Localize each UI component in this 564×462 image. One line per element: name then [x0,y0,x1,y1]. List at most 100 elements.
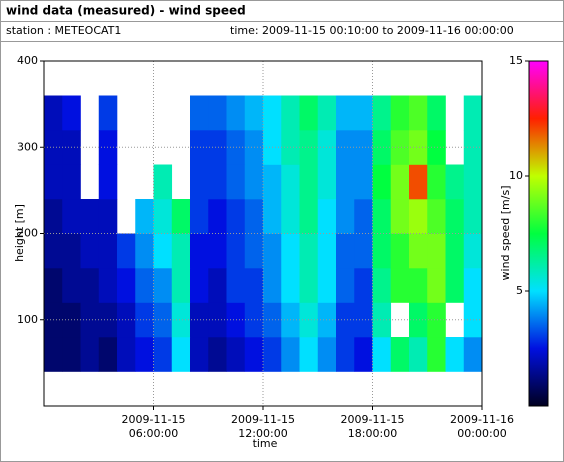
heatmap-cell [171,302,191,338]
colorbar-tick-label: 5 [516,284,523,297]
y-tick-label: 200 [17,227,38,240]
heatmap-cell [226,95,246,131]
heatmap-cell [445,268,465,303]
heatmap-cell [463,268,483,303]
heatmap-cell [336,95,355,131]
heatmap-cell [299,337,319,372]
heatmap-cell [190,130,209,165]
heatmap-cell [354,164,373,200]
heatmap-cell [463,95,483,131]
heatmap-cell [354,233,373,269]
heatmap-cell [153,337,173,372]
heatmap-cell [281,164,300,200]
heatmap-cell [427,337,446,372]
heatmap-cell [427,233,446,269]
heatmap-cell [263,268,282,303]
heatmap-cell [244,95,264,131]
heatmap-cell [354,302,373,338]
heatmap-cell [336,302,355,338]
heatmap-cell [263,337,282,372]
heatmap-cell [372,302,392,338]
heatmap-cell [62,337,81,372]
heatmap-cell [208,130,227,165]
heatmap-cell [390,233,410,269]
y-axis-title: height [m] [13,204,26,262]
heatmap-cell [226,302,246,338]
heatmap-cell [244,199,264,234]
heatmap-cell [44,233,63,269]
heatmap-cell [171,199,191,234]
heatmap-cell [226,233,246,269]
heatmap-cell [135,268,154,303]
heatmap-cell [390,130,410,165]
heatmap-cell [62,268,81,303]
heatmap-cell [244,164,264,200]
heatmap-cell [244,337,264,372]
x-tick-label: 2009-11-15 12:00:00 [231,413,295,440]
title: wind data (measured) - wind speed [6,4,246,18]
heatmap-cell [445,233,465,269]
heatmap-cell [281,337,300,372]
x-tick-label: 2009-11-16 00:00:00 [450,413,514,440]
heatmap-cell [390,199,410,234]
colorbar-tick-label: 10 [509,169,523,182]
x-tick-label: 2009-11-15 06:00:00 [122,413,186,440]
heatmap-cell [226,164,246,200]
heatmap-cell [409,164,428,200]
heatmap-cell [98,95,118,131]
heatmap-cell [354,268,373,303]
heatmap-cell [208,164,227,200]
heatmap-cell [390,164,410,200]
heatmap-cell [208,302,227,338]
heatmap-cell [98,164,118,200]
heatmap-cell [336,199,355,234]
heatmap-cell [299,95,319,131]
heatmap-cell [80,233,100,269]
heatmap-cell [336,337,355,372]
heatmap-cell [153,164,173,200]
heatmap-cell [80,337,100,372]
heatmap-cell [44,337,63,372]
heatmap-cell [336,130,355,165]
heatmap-cell [190,302,209,338]
colorbar [528,60,549,407]
heatmap-cell [427,164,446,200]
heatmap-cell [135,337,154,372]
heatmap-cell [409,337,428,372]
heatmap-cell [463,337,483,372]
heatmap-cell [372,268,392,303]
heatmap-cell [171,337,191,372]
time-range: time: 2009-11-15 00:10:00 to 2009-11-16 … [230,24,514,37]
y-tick-label: 400 [17,54,38,67]
heatmap-cell [263,95,282,131]
plot-border [43,60,483,407]
heatmap-cell [226,130,246,165]
heatmap-cell [336,268,355,303]
heatmap-cell [226,199,246,234]
heatmap-cell [445,199,465,234]
heatmap-cell [372,130,392,165]
heatmap-cell [463,164,483,200]
heatmap-cell [354,95,373,131]
heatmap-cell [263,199,282,234]
station: station : METEOCAT1 [6,24,121,37]
heatmap-cell [372,337,392,372]
heatmap-cell [409,130,428,165]
heatmap-cell [409,95,428,131]
heatmap-cell [171,268,191,303]
heatmap-cell [153,233,173,269]
heatmap-cell [281,199,300,234]
heatmap-cell [190,199,209,234]
heatmap-cell [62,95,81,131]
heatmap-cell [372,233,392,269]
heatmap-cell [409,268,428,303]
heatmap-cell [427,199,446,234]
y-tick-label: 300 [17,140,38,153]
heatmap-cell [299,268,319,303]
heatmap-cell [80,268,100,303]
heatmap-cell [281,268,300,303]
heatmap-cell [226,268,246,303]
heatmap-cell [317,199,337,234]
heatmap-cell [354,130,373,165]
